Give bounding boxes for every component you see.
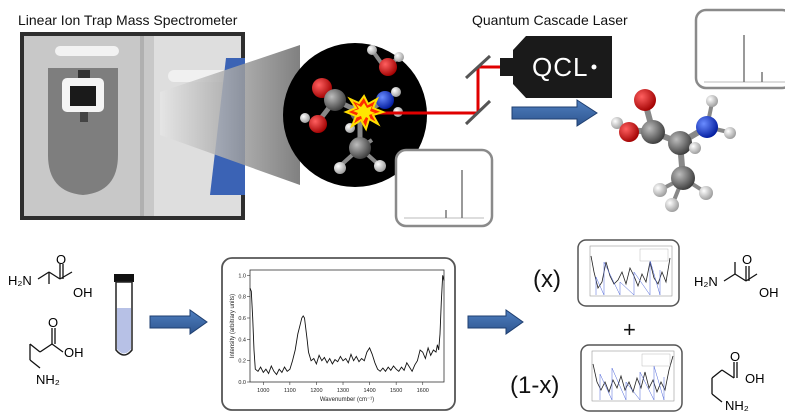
reference-spectrum-alanine [577, 239, 680, 307]
coefficient-x: (x) [533, 266, 561, 293]
sample-vial [114, 274, 134, 356]
plot-area [249, 269, 445, 383]
y-axis-label: Intensity (arbitrary units) [230, 294, 236, 358]
x-axis-label: Wavenumber (cm⁻¹) [320, 397, 374, 403]
beta-alanine-structure-right [711, 362, 738, 403]
spectrum-line [249, 275, 445, 376]
beta-alanine-left-carbonyl-label: O [48, 315, 59, 330]
alanine-structure-left [37, 264, 73, 284]
alanine-left-amine-label: H₂N [8, 273, 32, 288]
x-tick-label: 1300 [337, 388, 349, 394]
beta-alanine-left-amine-label: NH₂ [36, 372, 60, 387]
inset-spectrum-box-right [694, 8, 785, 90]
alanine-right-acid-label: OH [759, 285, 779, 300]
x-tick-label: 1000 [257, 388, 269, 394]
y-tick-label: 0.6 [238, 316, 246, 322]
y-tick-label: 0.0 [238, 380, 246, 386]
alanine-left-acid-label: OH [73, 285, 93, 300]
experiment-schematic [20, 8, 785, 228]
x-tick-label: 1200 [310, 388, 322, 394]
alanine-right-amine-label: H₂N [694, 274, 718, 289]
qcl-device [500, 36, 612, 98]
x-tick-label: 1600 [417, 388, 429, 394]
beta-alanine-right-carbonyl-label: O [730, 349, 741, 364]
coefficient-one-minus-x: (1-x) [510, 372, 560, 399]
laser-label: Quantum Cascade Laser [472, 12, 628, 28]
y-tick-label: 0.4 [238, 337, 246, 343]
spectrum-frame [221, 257, 456, 411]
instrument-label: Linear Ion Trap Mass Spectrometer [18, 12, 238, 28]
alanine-3d-molecule [611, 89, 736, 212]
arrow-to-spectrum [149, 309, 208, 335]
alanine-left-carbonyl-label: O [56, 252, 67, 267]
y-tick-label: 0.2 [238, 359, 246, 365]
x-tick-label: 1400 [363, 388, 375, 394]
inset-spectrum-box-middle [394, 148, 494, 228]
arrow-to-neutral-molecule [511, 99, 598, 127]
y-tick-label: 1.0 [238, 273, 246, 279]
arrow-to-decomposition [467, 309, 524, 335]
beta-alanine-structure-left [29, 328, 64, 369]
ir-spectrum-chart: 1000 1100 1200 1300 1400 1500 1600 0.0 0.2 0.4 0.6… [230, 269, 445, 403]
alanine-structure-right [723, 262, 758, 282]
laser-beam [370, 65, 503, 115]
bottom-schematic [29, 239, 758, 412]
reference-spectrum-beta-alanine [580, 344, 683, 412]
beta-alanine-right-acid-label: OH [745, 371, 765, 386]
mirror-lower [464, 99, 492, 126]
y-tick-label: 0.8 [238, 295, 246, 301]
alanine-right-carbonyl-label: O [742, 252, 753, 267]
beta-alanine-left-acid-label: OH [64, 345, 84, 360]
x-tick-label: 1100 [284, 388, 296, 394]
mirror-upper [464, 54, 492, 80]
qcl-label: QCL [532, 52, 589, 82]
x-tick-label: 1500 [390, 388, 402, 394]
plus-sign: + [623, 317, 636, 342]
beta-alanine-right-amine-label: NH₂ [725, 398, 749, 413]
zoom-cone [160, 45, 300, 185]
